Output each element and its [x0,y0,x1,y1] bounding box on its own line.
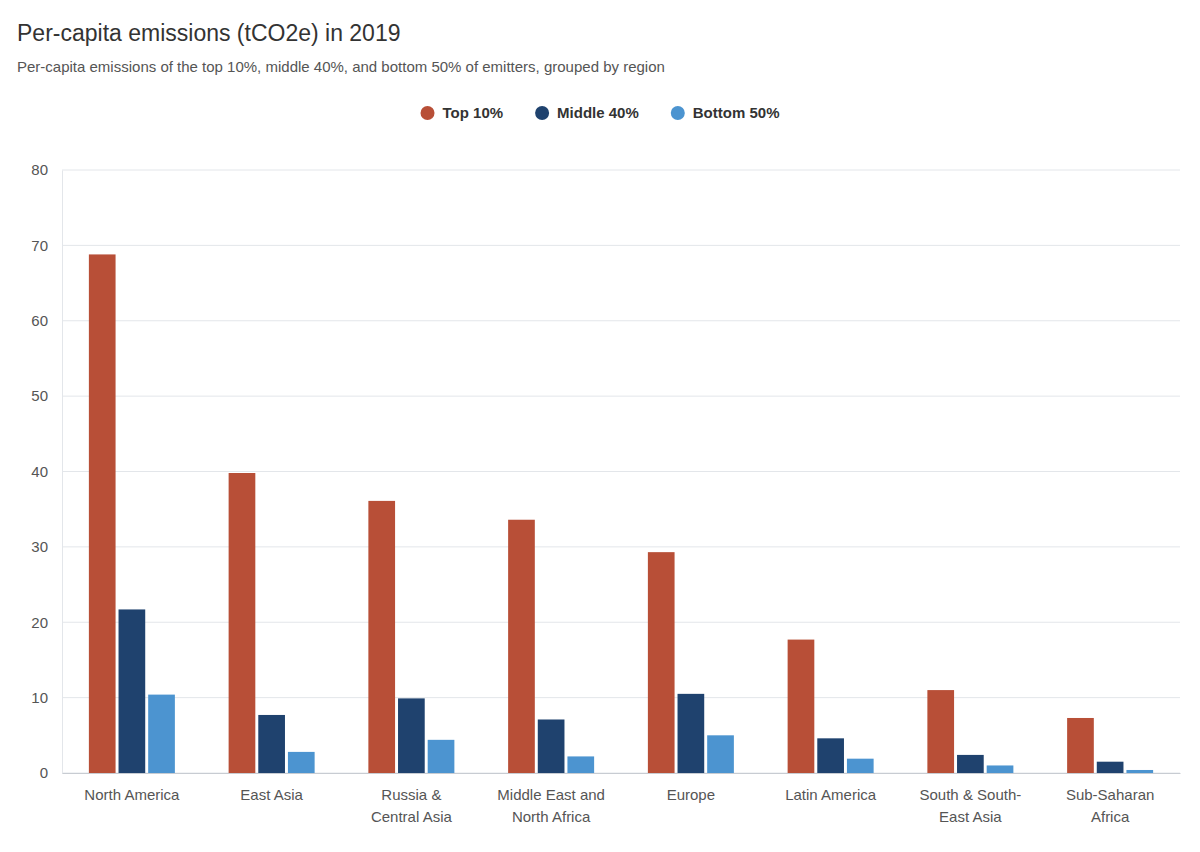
y-tick-label: 60 [31,312,48,329]
y-tick: 30 [31,538,62,555]
x-tick: Latin America [785,773,877,803]
y-tick-label: 50 [31,387,48,404]
x-tick-label: South & South- East Asia [920,786,1022,826]
grid-line [62,396,1180,397]
bar [229,473,256,773]
legend-swatch [421,106,435,120]
legend-label: Middle 40% [557,104,639,121]
grid [62,170,1180,773]
legend-swatch [535,106,549,120]
x-tick-label-line: East Asia [240,786,303,803]
legend-item: Top 10% [421,104,504,121]
x-tick-label-line: Sub-Saharan [1066,786,1154,803]
y-tick-label: 20 [31,614,48,631]
x-tick-label: Latin America [785,786,877,803]
legend-item: Bottom 50% [671,104,780,121]
x-tick: South & South- East Asia [920,773,1022,825]
x-tick-label: Sub-Saharan Africa [1066,786,1154,826]
y-tick-label: 40 [31,463,48,480]
x-tick-label-line: Africa [1091,808,1130,825]
x-tick-label: North America [84,786,180,803]
bar-series [148,695,1153,773]
y-tick: 40 [31,463,62,480]
x-tick: Sub-Saharan Africa [1066,773,1154,825]
y-axis-line [62,171,63,774]
bar [707,735,734,773]
y-tick: 60 [31,312,62,329]
grid-line [62,170,1180,171]
y-tick-label: 70 [31,237,48,254]
bar [987,765,1014,773]
bar [927,690,954,773]
y-tick: 10 [31,689,62,706]
bar-series [119,609,1124,773]
grid-line [62,245,1180,246]
legend-swatch [671,106,685,120]
bar-series [89,254,1094,773]
y-tick: 0 [40,764,62,781]
x-tick-label-line: North America [84,786,180,803]
x-tick: Europe [667,773,715,803]
y-tick-label: 0 [40,764,48,781]
x-tick-label-line: South & South- [920,786,1022,803]
grid-line [62,471,1180,472]
x-tick-label-line: Russia & [381,786,441,803]
x-tick-label: Europe [667,786,715,803]
bar [428,740,455,773]
title: Per-capita emissions (tCO2e) in 2019 [17,20,401,46]
bar [89,254,116,773]
x-tick-label: East Asia [240,786,303,803]
bar [398,698,425,773]
bar [1067,718,1094,773]
x-axis-line [63,773,1181,774]
bar [817,738,844,773]
subtitle: Per-capita emissions of the top 10%, mid… [17,58,665,75]
bar [148,695,175,773]
bar [567,756,594,773]
bar [258,715,285,773]
legend-item: Middle 40% [535,104,639,121]
bar [648,552,675,773]
bars [89,254,1153,773]
x-tick-label-line: North Africa [512,808,591,825]
legend-label: Top 10% [443,104,504,121]
legend: Top 10% Middle 40% Bottom 50% [421,104,780,121]
bar [119,609,146,773]
bar [368,501,395,773]
bar [1097,762,1124,773]
chart: Per-capita emissions (tCO2e) in 2019 Per-… [0,0,1200,852]
x-tick-label-line: East Asia [939,808,1002,825]
y-tick: 70 [31,237,62,254]
x-tick-label-line: Europe [667,786,715,803]
y-tick-label: 10 [31,689,48,706]
y-axis: 0 10 20 30 40 50 60 70 80 [31,161,62,781]
bar [508,520,535,773]
y-tick: 80 [31,161,62,178]
legend-label: Bottom 50% [693,104,780,121]
y-tick-label: 30 [31,538,48,555]
x-axis: North America East Asia Russia & Central As… [63,773,1181,825]
x-tick-label-line: Central Asia [371,808,453,825]
grid-line [62,320,1180,321]
x-tick-label: Russia & Central Asia [371,786,453,826]
y-tick: 20 [31,614,62,631]
bar [1126,770,1153,773]
bar [788,640,815,773]
x-tick-label-line: Middle East and [497,786,605,803]
x-tick-label-line: Latin America [785,786,877,803]
x-tick: North America [84,773,180,803]
bar [847,759,874,773]
bar [538,719,565,773]
bar [288,752,315,773]
y-tick-label: 80 [31,161,48,178]
x-tick: East Asia [240,773,303,803]
x-tick: Russia & Central Asia [371,773,453,825]
bar [678,694,705,773]
x-tick: Middle East and North Africa [497,773,605,825]
y-tick: 50 [31,387,62,404]
x-tick-label: Middle East and North Africa [497,786,605,826]
bar [957,755,984,773]
